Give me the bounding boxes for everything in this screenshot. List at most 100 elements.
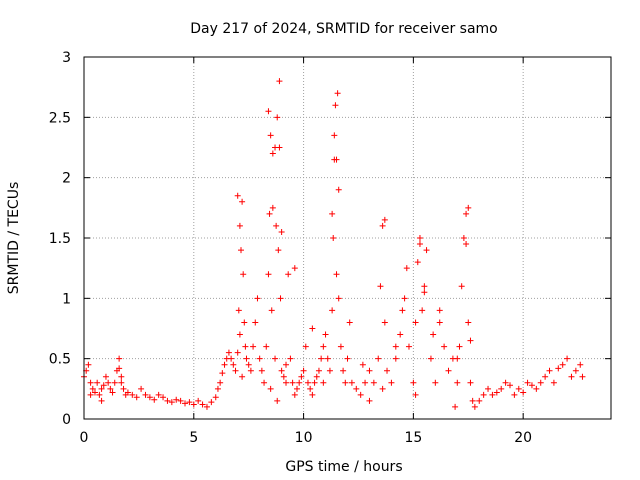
data-point (379, 222, 386, 229)
data-point (511, 391, 518, 398)
data-point (217, 379, 224, 386)
data-point (107, 385, 114, 392)
data-point (254, 295, 261, 302)
chart-title: Day 217 of 2024, SRMTID for receiver sam… (190, 21, 498, 37)
data-point (298, 373, 305, 380)
data-point (283, 379, 290, 386)
data-point (285, 271, 292, 278)
data-point (579, 373, 586, 380)
y-tick-label: 3 (62, 50, 71, 66)
data-point (118, 373, 125, 380)
data-point (515, 385, 522, 392)
data-point (528, 382, 535, 389)
data-point (265, 271, 272, 278)
data-point (234, 192, 241, 199)
data-point (151, 396, 158, 403)
data-point (401, 295, 408, 302)
data-point (252, 319, 259, 326)
data-point (208, 399, 215, 406)
data-point (353, 385, 360, 392)
data-point (452, 403, 459, 410)
data-point (269, 150, 276, 157)
y-axis-label: SRMTID / TECUs (6, 182, 22, 295)
data-point (423, 247, 430, 254)
data-point (419, 307, 426, 314)
data-point (412, 319, 419, 326)
data-point (416, 235, 423, 241)
data-point (116, 355, 123, 362)
data-point (572, 367, 579, 374)
data-point (309, 325, 316, 332)
data-point (577, 361, 584, 368)
data-point (232, 367, 239, 374)
data-point (467, 337, 474, 344)
data-point (330, 235, 337, 241)
data-point (493, 389, 500, 396)
data-point (293, 385, 300, 392)
data-point (87, 391, 94, 398)
data-point (269, 204, 276, 211)
data-point (190, 401, 197, 408)
data-point (379, 385, 386, 392)
data-point (105, 379, 112, 386)
data-point (94, 379, 101, 386)
data-point (465, 319, 472, 326)
data-point (520, 389, 527, 396)
data-point (458, 283, 465, 290)
data-point (266, 210, 273, 217)
data-point (225, 349, 232, 356)
data-point (564, 355, 571, 362)
data-point (267, 132, 274, 139)
x-tick-label: 5 (189, 430, 198, 446)
x-axis-label: GPS time / hours (285, 459, 402, 475)
data-point (340, 367, 347, 374)
data-point (160, 394, 167, 401)
data-point (381, 216, 388, 223)
data-point (416, 241, 423, 248)
data-point (471, 403, 478, 410)
data-point (463, 210, 470, 217)
data-point (236, 222, 243, 229)
data-point (421, 283, 428, 290)
data-point (366, 367, 373, 374)
data-point (550, 379, 557, 386)
ticks: 0 5 10 15 20 0 0.5 1 1.5 2 2.5 3 (49, 50, 611, 446)
data-point (228, 355, 235, 362)
data-point (100, 382, 107, 389)
data-point (537, 379, 544, 386)
data-point (329, 307, 336, 314)
data-point (116, 365, 123, 372)
data-point (291, 265, 298, 272)
data-point (256, 355, 263, 362)
x-tick-label: 20 (514, 430, 532, 446)
data-point (241, 319, 248, 326)
data-point (436, 319, 443, 326)
data-point (247, 367, 254, 374)
data-point (168, 399, 175, 406)
data-point (559, 361, 566, 368)
data-point (98, 385, 105, 392)
x-tick-label: 0 (80, 430, 89, 446)
data-point (273, 222, 280, 229)
data-point (489, 391, 496, 398)
data-point (332, 102, 339, 109)
data-point (89, 385, 96, 392)
data-point (568, 373, 575, 380)
data-point (397, 331, 404, 338)
data-point (334, 90, 341, 97)
data-point (283, 361, 290, 368)
data-point (214, 385, 221, 392)
data-point (155, 391, 162, 398)
data-point (102, 373, 109, 380)
data-point (124, 389, 131, 396)
y-tick-label: 1.5 (49, 231, 71, 247)
data-point (236, 331, 243, 338)
data-point (362, 379, 369, 386)
data-point (335, 295, 342, 302)
data-point (381, 319, 388, 326)
y-tick-label: 2 (62, 171, 71, 187)
data-point (120, 385, 127, 392)
data-point (307, 385, 314, 392)
data-point (403, 265, 410, 272)
